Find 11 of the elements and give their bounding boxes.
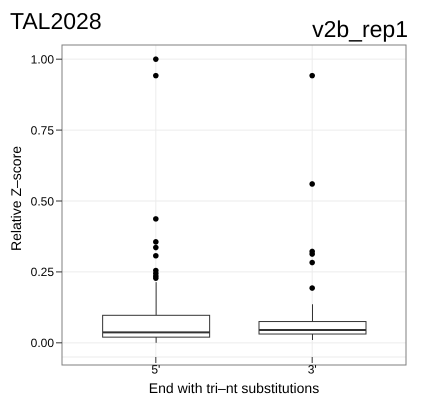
y-axis-title: Relative Z‒score xyxy=(8,146,24,251)
y-tick-label: 0.25 xyxy=(30,265,54,280)
y-tick-label: 1.00 xyxy=(30,52,54,66)
x-tick-label: 5' xyxy=(151,362,160,377)
x-axis-title: End with tri‒nt substitutions xyxy=(148,380,320,396)
chart-title: TAL2028 xyxy=(10,8,102,35)
chart-subtitle: v2b_rep1 xyxy=(312,16,408,43)
x-tick-label: 3' xyxy=(308,362,317,377)
y-tick-label: 0.50 xyxy=(30,194,54,208)
y-tick-label: 0.00 xyxy=(30,336,54,350)
y-tick-label: 0.75 xyxy=(30,123,54,138)
